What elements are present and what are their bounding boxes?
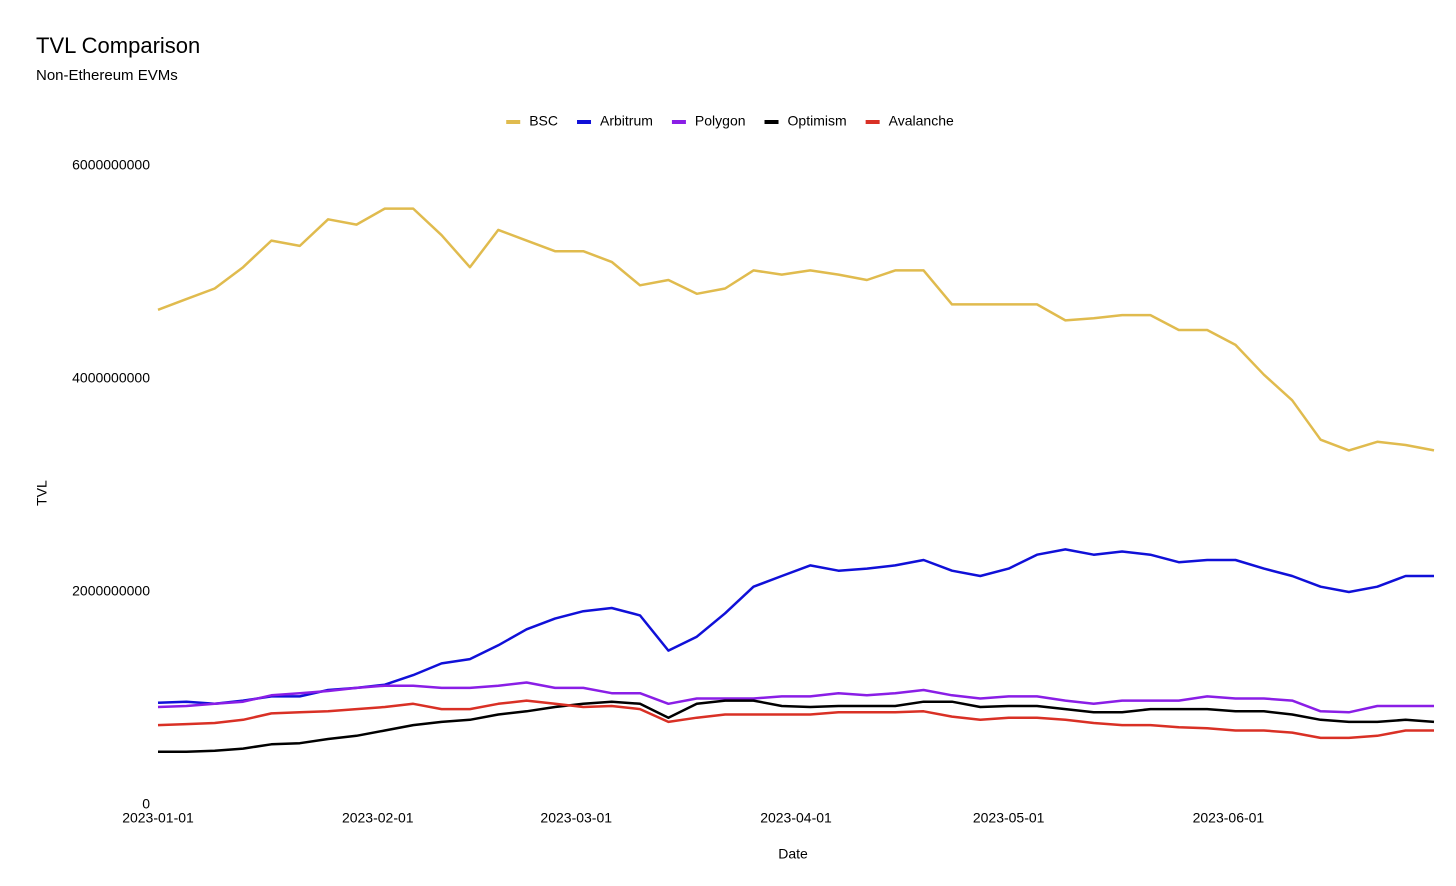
legend-label: Optimism [788, 113, 847, 129]
y-tick-label: 4000000000 [72, 370, 150, 386]
x-axis-label: Date [778, 846, 808, 862]
legend-swatch [764, 120, 779, 124]
legend-swatch [577, 120, 592, 124]
x-tick-label: 2023-01-01 [122, 810, 194, 826]
legend-label: Avalanche [889, 113, 954, 129]
line-series [157, 699, 1434, 740]
line-series [157, 681, 1434, 714]
x-tick-label: 2023-06-01 [1193, 810, 1265, 826]
y-tick-label: 6000000000 [72, 157, 150, 173]
legend-label: Polygon [695, 113, 746, 129]
y-tick-label: 2000000000 [72, 583, 150, 599]
legend-swatch [865, 120, 880, 124]
legend-label: Arbitrum [600, 113, 653, 129]
legend: BSC Arbitrum Polygon Optimism Avalanche [506, 113, 954, 129]
legend-label: BSC [529, 113, 558, 129]
x-tick-label: 2023-03-01 [540, 810, 612, 826]
chart-title: TVL Comparison [36, 33, 200, 58]
line-series [157, 548, 1434, 706]
x-tick-label: 2023-05-01 [973, 810, 1045, 826]
y-tick-label: 0 [142, 796, 150, 812]
x-tick-label: 2023-02-01 [342, 810, 414, 826]
x-tick-label: 2023-04-01 [760, 810, 832, 826]
legend-swatch [506, 120, 521, 124]
y-axis-label: TVL [34, 480, 50, 506]
chart-subtitle: Non-Ethereum EVMs [36, 67, 178, 84]
line-series [158, 699, 1435, 754]
line-series [157, 207, 1435, 452]
legend-swatch [671, 120, 686, 124]
